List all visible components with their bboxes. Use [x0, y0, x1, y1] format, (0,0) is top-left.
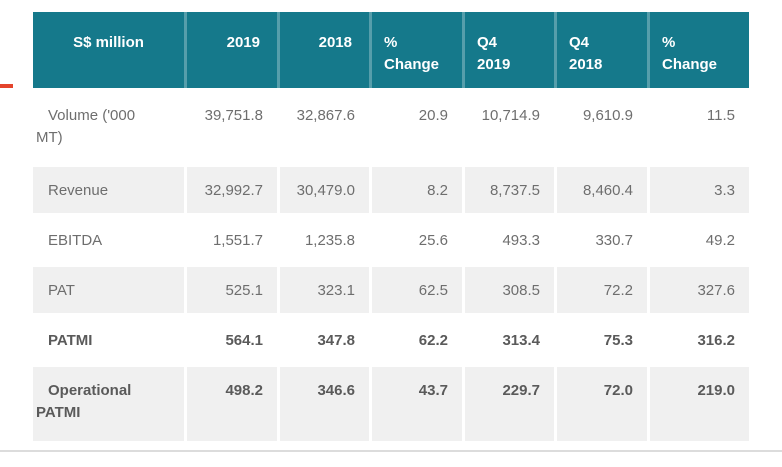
value-change-q4: 3.3: [650, 167, 749, 213]
table-row-operational-patmi: Operational PATMI 498.2 346.6 43.7 229.7…: [33, 367, 749, 441]
column-header-2019: 2019: [187, 12, 280, 88]
value-change-fy: 20.9: [372, 92, 465, 163]
value-change-fy: 25.6: [372, 217, 465, 263]
value-q4-2018: 9,610.9: [557, 92, 650, 163]
value-change-fy: 8.2: [372, 167, 465, 213]
metric-label: Revenue: [33, 167, 187, 213]
value-change-q4: 327.6: [650, 267, 749, 313]
value-change-q4: 219.0: [650, 367, 749, 441]
bottom-divider: [0, 450, 782, 452]
metric-label: Volume ('000 MT): [33, 92, 187, 163]
table-row-pat: PAT 525.1 323.1 62.5 308.5 72.2 327.6: [33, 267, 749, 313]
column-header-q4-2018: Q4 2018: [557, 12, 650, 88]
value-q4-2018: 8,460.4: [557, 167, 650, 213]
financial-results-table: S$ million 2019 2018 % Change Q4 2019 Q4…: [33, 12, 749, 445]
value-q4-2018: 75.3: [557, 317, 650, 363]
table-row-volume: Volume ('000 MT) 39,751.8 32,867.6 20.9 …: [33, 92, 749, 163]
value-2018: 346.6: [280, 367, 372, 441]
value-q4-2019: 10,714.9: [465, 92, 557, 163]
column-header-change-q4: % Change: [650, 12, 749, 88]
value-2019: 498.2: [187, 367, 280, 441]
metric-label: Operational PATMI: [33, 367, 187, 441]
value-2019: 39,751.8: [187, 92, 280, 163]
column-header-q4-2019: Q4 2019: [465, 12, 557, 88]
metric-label: PAT: [33, 267, 187, 313]
table-row-patmi: PATMI 564.1 347.8 62.2 313.4 75.3 316.2: [33, 317, 749, 363]
value-change-fy: 43.7: [372, 367, 465, 441]
value-change-q4: 11.5: [650, 92, 749, 163]
column-header-2018: 2018: [280, 12, 372, 88]
value-2019: 32,992.7: [187, 167, 280, 213]
table-row-revenue: Revenue 32,992.7 30,479.0 8.2 8,737.5 8,…: [33, 167, 749, 213]
value-q4-2019: 493.3: [465, 217, 557, 263]
value-q4-2019: 229.7: [465, 367, 557, 441]
value-change-fy: 62.5: [372, 267, 465, 313]
value-q4-2018: 72.0: [557, 367, 650, 441]
value-2018: 30,479.0: [280, 167, 372, 213]
metric-label: EBITDA: [33, 217, 187, 263]
column-header-change-fy: % Change: [372, 12, 465, 88]
value-change-q4: 49.2: [650, 217, 749, 263]
value-change-q4: 316.2: [650, 317, 749, 363]
value-2018: 32,867.6: [280, 92, 372, 163]
value-q4-2018: 72.2: [557, 267, 650, 313]
value-2018: 323.1: [280, 267, 372, 313]
value-q4-2018: 330.7: [557, 217, 650, 263]
value-2019: 564.1: [187, 317, 280, 363]
value-q4-2019: 308.5: [465, 267, 557, 313]
value-2019: 1,551.7: [187, 217, 280, 263]
metric-label: PATMI: [33, 317, 187, 363]
red-dash-marker: [0, 84, 13, 88]
value-2019: 525.1: [187, 267, 280, 313]
value-change-fy: 62.2: [372, 317, 465, 363]
value-2018: 347.8: [280, 317, 372, 363]
table-row-ebitda: EBITDA 1,551.7 1,235.8 25.6 493.3 330.7 …: [33, 217, 749, 263]
value-q4-2019: 313.4: [465, 317, 557, 363]
value-2018: 1,235.8: [280, 217, 372, 263]
table-header-row: S$ million 2019 2018 % Change Q4 2019 Q4…: [33, 12, 749, 88]
value-q4-2019: 8,737.5: [465, 167, 557, 213]
column-header-metric: S$ million: [33, 12, 187, 88]
